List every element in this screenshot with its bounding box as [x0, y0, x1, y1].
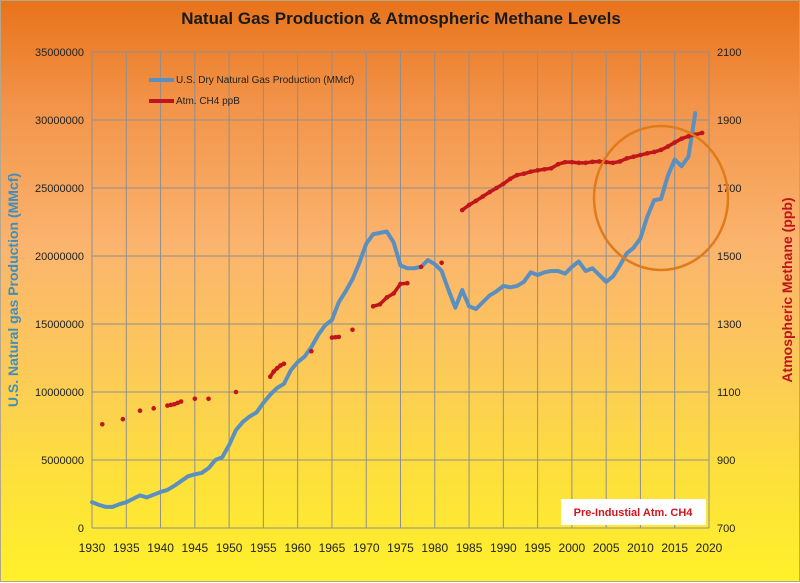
x-tick-label: 1940	[147, 541, 174, 555]
series-gas-production	[92, 113, 695, 507]
x-tick-label: 1945	[181, 541, 208, 555]
gas-production-line	[92, 113, 695, 507]
ch4-point	[419, 265, 424, 270]
left-axis-label: U.S. Natural gas Production (MMcf)	[5, 173, 21, 407]
x-tick-label: 1950	[216, 541, 243, 555]
annotation-box: Pre-Industial Atm. CH4	[561, 499, 706, 525]
x-tick-label: 1930	[79, 541, 106, 555]
x-axis-ticks: 1930 1935 1940 1945 1950 1955 1960 1965 1970 1975…	[79, 541, 723, 555]
ch4-point	[100, 422, 105, 427]
ch4-point	[234, 390, 239, 395]
x-tick-label: 1970	[353, 541, 380, 555]
ch4-segment	[332, 337, 339, 338]
left-tick-label: 5000000	[41, 455, 84, 467]
legend-ch4-label: Atm. CH4 ppB	[176, 96, 240, 107]
x-tick-label: 1965	[319, 541, 346, 555]
right-tick-label: 1500	[717, 251, 741, 263]
left-tick-label: 15000000	[35, 319, 84, 331]
grid	[92, 52, 709, 528]
right-axis-ticks: 700 900 1100 1300 1500 1700 1900 2100	[717, 47, 741, 535]
ch4-point	[350, 327, 355, 332]
ch4-point	[138, 408, 143, 413]
right-tick-label: 1100	[717, 387, 741, 399]
right-tick-label: 900	[717, 455, 735, 467]
left-tick-label: 30000000	[35, 115, 84, 127]
x-tick-label: 2010	[627, 541, 654, 555]
ch4-segment	[462, 133, 702, 210]
x-tick-label: 2015	[661, 541, 688, 555]
ch4-point	[121, 417, 126, 422]
x-tick-label: 1980	[421, 541, 448, 555]
ch4-point	[309, 349, 314, 354]
legend: U.S. Dry Natural Gas Production (MMcf) A…	[149, 75, 354, 107]
right-tick-label: 2100	[717, 47, 741, 59]
annotation-text: Pre-Industial Atm. CH4	[574, 507, 694, 519]
x-tick-label: 1960	[284, 541, 311, 555]
x-tick-label: 1955	[250, 541, 277, 555]
x-tick-label: 2000	[559, 541, 586, 555]
x-tick-label: 1975	[387, 541, 414, 555]
left-tick-label: 0	[78, 523, 84, 535]
legend-gas-label: U.S. Dry Natural Gas Production (MMcf)	[176, 75, 354, 86]
x-tick-label: 1995	[524, 541, 551, 555]
x-tick-label: 2020	[696, 541, 723, 555]
series-ch4	[100, 131, 704, 427]
ch4-point	[439, 261, 444, 266]
left-tick-label: 25000000	[35, 183, 84, 195]
x-tick-label: 2005	[593, 541, 620, 555]
right-tick-label: 1300	[717, 319, 741, 331]
right-tick-label: 1700	[717, 183, 741, 195]
right-tick-label: 700	[717, 523, 735, 535]
ch4-point	[206, 397, 211, 402]
x-tick-label: 1985	[456, 541, 483, 555]
ch4-point	[193, 397, 198, 402]
left-tick-label: 35000000	[35, 47, 84, 59]
right-tick-label: 1900	[717, 115, 741, 127]
chart-title: Natual Gas Production & Atmospheric Meth…	[181, 9, 621, 28]
x-tick-label: 1935	[113, 541, 140, 555]
x-tick-label: 1990	[490, 541, 517, 555]
left-axis-ticks: 0 5000000 10000000 15000000 20000000 25000000…	[35, 47, 84, 535]
ch4-point	[151, 406, 156, 411]
left-tick-label: 20000000	[35, 251, 84, 263]
left-tick-label: 10000000	[35, 387, 84, 399]
right-axis-label: Atmospheric Methane (ppb)	[779, 197, 795, 382]
